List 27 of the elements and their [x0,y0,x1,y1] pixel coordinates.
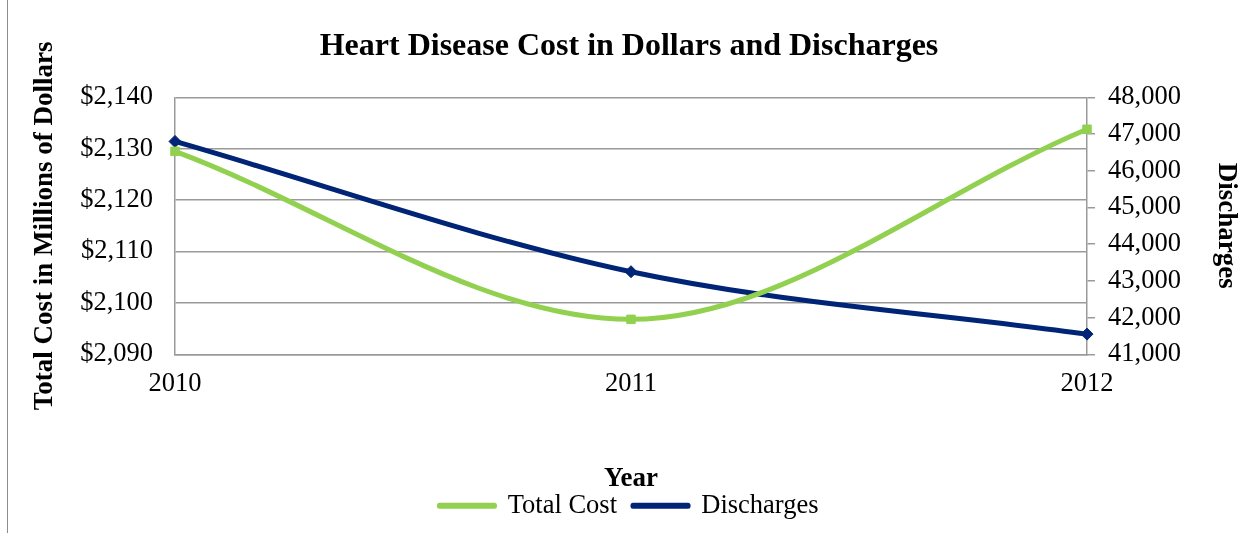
x-tick-label: 2010 [148,367,202,398]
y2-axis-title: Discharges [1212,162,1243,289]
y2-tick-label: 46,000 [1108,153,1181,184]
point [1082,124,1092,134]
point [168,134,182,148]
x-tick-label: 2012 [1060,367,1114,398]
y2-tick-label: 47,000 [1108,117,1181,148]
y2-tick-label: 43,000 [1108,263,1181,294]
y2-tick-label: 41,000 [1108,337,1181,368]
y2-tick-label: 44,000 [1108,227,1181,258]
y-tick-label: $2,110 [81,234,153,265]
point [170,146,180,157]
y2-tick-label: 48,000 [1108,80,1181,111]
point [626,314,636,325]
point [1080,327,1094,341]
y-tick-label: $2,090 [80,337,153,368]
y2-tick-label: 45,000 [1108,190,1181,221]
y2-tick-label: 42,000 [1108,300,1181,331]
y-tick-label: $2,100 [80,285,153,316]
y-tick-label: $2,120 [80,183,153,214]
x-tick-label: 2011 [604,367,658,398]
chart-title: Heart Disease Cost in Dollars and Discharges [319,26,939,63]
y-axis-title: Total Cost in Millions of Dollars [28,41,59,411]
legend-label: Discharges [701,488,819,519]
point [624,265,638,279]
y-tick-label: $2,140 [80,80,153,111]
y-tick-label: $2,130 [80,131,153,162]
